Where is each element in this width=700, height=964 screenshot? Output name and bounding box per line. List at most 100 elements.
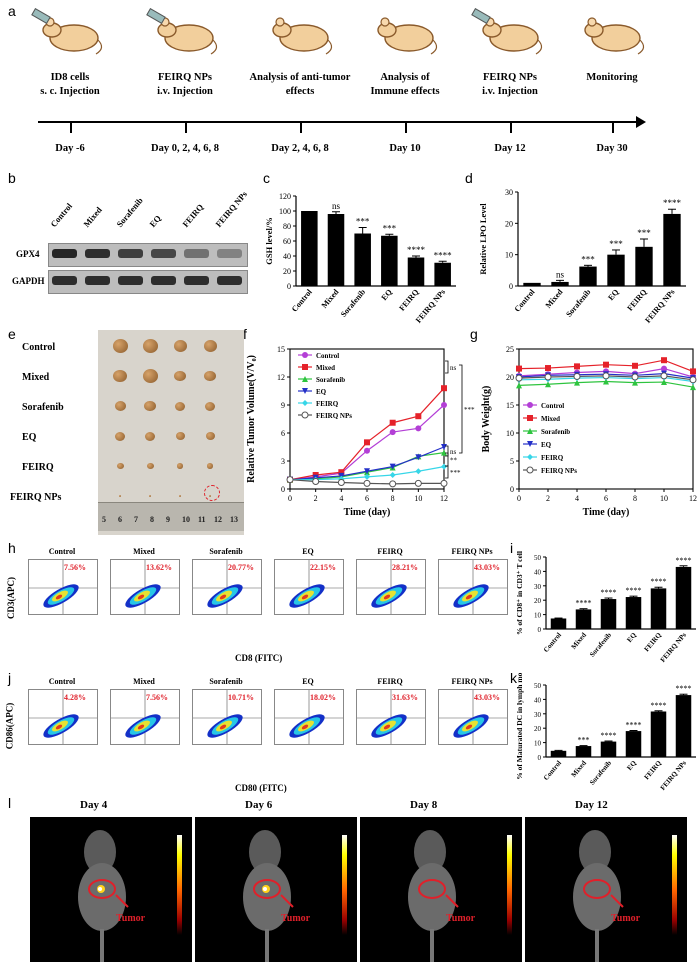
bar bbox=[550, 618, 567, 629]
data-point bbox=[603, 361, 609, 368]
y-tick-label: 0 bbox=[287, 282, 291, 291]
data-point bbox=[301, 411, 309, 419]
y-tick-label: 25 bbox=[506, 345, 514, 354]
lane-label: Control bbox=[48, 200, 75, 229]
imaging-day-label: Day 12 bbox=[575, 799, 608, 811]
tumor-group-label: FEIRQ NPs bbox=[10, 492, 62, 503]
x-tick-label: 2 bbox=[546, 494, 550, 503]
flow-density bbox=[439, 690, 507, 744]
data-point bbox=[527, 428, 533, 434]
mouse-head-shape bbox=[249, 830, 281, 874]
tumor-label: Tumor bbox=[611, 913, 641, 924]
y-tick-label: 0 bbox=[281, 485, 285, 494]
panel-label-l: l bbox=[8, 795, 12, 811]
timeline-panel: ID8 cells s. c. Injection Day -6 FEIRQ NPs i… bbox=[0, 0, 700, 165]
flow-group-title: FEIRQ bbox=[377, 547, 403, 556]
y-tick-label: 0 bbox=[538, 754, 542, 762]
flow-group-title: Control bbox=[48, 547, 76, 556]
panel-label-h: h bbox=[8, 540, 16, 556]
flow-density bbox=[111, 560, 179, 614]
data-point bbox=[690, 368, 696, 375]
legend-label: Mixed bbox=[541, 415, 560, 423]
timeline-event-title: ID8 cells bbox=[50, 72, 90, 83]
bar bbox=[354, 233, 371, 286]
data-point bbox=[302, 400, 308, 406]
category-label: FEIRQ NPs bbox=[659, 631, 688, 664]
tumor-group-label: Sorafenib bbox=[22, 402, 64, 413]
significance-label: *** bbox=[581, 254, 595, 264]
density-core bbox=[219, 594, 227, 600]
bar bbox=[407, 257, 425, 286]
tumor-sample bbox=[203, 340, 217, 352]
tumor-sample bbox=[177, 463, 183, 469]
category-label: Control bbox=[542, 759, 563, 782]
data-point bbox=[364, 473, 370, 480]
y-axis-label: GSH level/% bbox=[264, 217, 274, 264]
fluorescence-core bbox=[98, 887, 102, 891]
mouse-illustration bbox=[272, 17, 333, 55]
significance-label: *** bbox=[450, 469, 461, 477]
timeline-event-subtitle: effects bbox=[285, 86, 315, 97]
y-tick-label: 50 bbox=[534, 682, 542, 690]
category-label: FEIRQ bbox=[625, 288, 648, 313]
ruler-number: 12 bbox=[214, 515, 222, 524]
data-point bbox=[312, 478, 320, 486]
timeline-event-subtitle: s. c. Injection bbox=[40, 86, 100, 97]
mouse-head-shape bbox=[579, 830, 611, 874]
flow-percent: 7.56% bbox=[146, 693, 168, 702]
data-point bbox=[632, 379, 638, 386]
data-point bbox=[338, 469, 345, 476]
tumor-arrow bbox=[115, 894, 129, 908]
flow-group-title: FEIRQ bbox=[377, 677, 403, 686]
x-tick-label: 10 bbox=[414, 494, 422, 503]
tumor-sample bbox=[173, 340, 187, 352]
ruler: 5 6 7 8 9 10 11 12 13 bbox=[98, 502, 244, 531]
data-point bbox=[441, 449, 447, 456]
category-label: Sorafenib bbox=[588, 759, 613, 787]
data-point bbox=[286, 476, 294, 484]
gapdh-band-strip bbox=[48, 270, 248, 294]
flow-percent: 43.03% bbox=[474, 563, 500, 572]
gapdh-band bbox=[151, 276, 176, 285]
flow-j-ylabel: CD86(APC) bbox=[4, 702, 15, 750]
data-point bbox=[415, 425, 422, 432]
tumor-group-label: Mixed bbox=[22, 372, 50, 383]
legend-label: FEIRQ NPs bbox=[316, 412, 352, 420]
gpx4-band bbox=[217, 249, 242, 258]
chart-lpo-level: 0 10 20 30 Relative LPO Level Control ns Mixed *… bbox=[478, 188, 686, 325]
data-point bbox=[389, 472, 396, 478]
flow-panel-j: CD86(APC) CD80 (FITC) Control 4.28% Mixed 7… bbox=[4, 675, 510, 795]
y-axis-label: Relative LPO Level bbox=[478, 203, 488, 275]
x-tick-label: 12 bbox=[689, 494, 697, 503]
flow-plot bbox=[274, 559, 344, 615]
bar bbox=[551, 281, 569, 286]
bar bbox=[523, 282, 541, 286]
intensity-colorbar bbox=[672, 835, 677, 935]
bar bbox=[575, 746, 592, 757]
data-point bbox=[689, 376, 697, 384]
timeline-event-title: FEIRQ NPs bbox=[483, 72, 537, 83]
gapdh-band bbox=[85, 276, 110, 285]
data-point bbox=[661, 357, 667, 364]
timeline-event-subtitle: i.v. Injection bbox=[157, 86, 213, 97]
flow-h-ylabel: CD3(APC) bbox=[6, 577, 16, 619]
flow-plot bbox=[28, 689, 98, 745]
y-tick-label: 120 bbox=[279, 192, 291, 201]
significance-bracket bbox=[445, 360, 449, 374]
x-tick-label: 0 bbox=[517, 494, 521, 503]
timeline-event-title: Analysis of anti-tumor bbox=[249, 72, 351, 83]
mouse-tail bbox=[325, 39, 333, 55]
imaging-panel: Day 4 Tumor Day 6 Tumor Day 8 Tumor Day 12 Tumo… bbox=[0, 795, 700, 964]
flow-group-title: Mixed bbox=[133, 547, 155, 556]
data-point bbox=[440, 479, 448, 487]
ruler-number: 11 bbox=[198, 515, 206, 524]
data-point bbox=[574, 363, 580, 370]
tumor-sample bbox=[145, 431, 155, 441]
y-tick-label: 60 bbox=[283, 237, 291, 246]
data-point bbox=[337, 478, 345, 486]
gpx4-band-strip bbox=[48, 243, 248, 267]
flow-plot bbox=[274, 689, 344, 745]
panel-label-e: e bbox=[8, 326, 16, 342]
significance-label: **** bbox=[676, 684, 692, 693]
data-point bbox=[389, 429, 396, 436]
